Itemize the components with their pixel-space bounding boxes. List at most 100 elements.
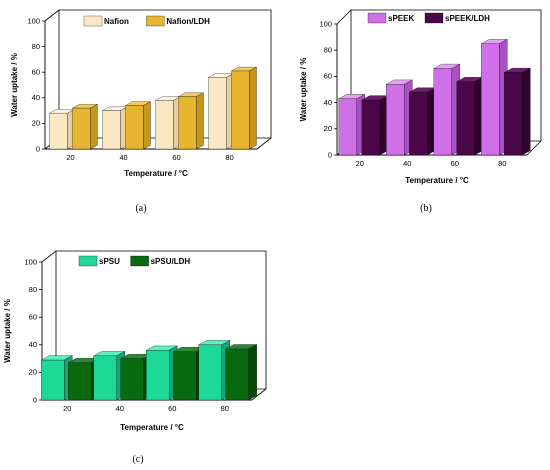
- y-tick-label: 80: [32, 42, 40, 51]
- x-tick-label: 80: [221, 404, 229, 413]
- legend-swatch-1: [367, 12, 387, 24]
- y-tick-label: 60: [29, 313, 37, 322]
- bar-speek-ldh-40: [409, 87, 436, 156]
- x-tick-label: 80: [225, 153, 233, 162]
- panel-caption: (b): [420, 203, 432, 214]
- chart-panel-1: 0 20 40 60 80 100 20 40 60 80 Temperature / °C Wate…: [10, 9, 272, 214]
- legend: Nafion Nafion/LDH: [83, 15, 210, 27]
- bar-side: [90, 103, 98, 150]
- y-tick-label: 40: [324, 98, 332, 107]
- bar-front: [41, 359, 65, 401]
- x-axis-label: Temperature / °C: [405, 176, 469, 185]
- x-tick-label: 60: [172, 153, 180, 162]
- legend-label-2: sPEEK/LDH: [445, 14, 490, 23]
- y-tick-label: 40: [32, 93, 40, 102]
- y-tick-label: 100: [319, 19, 332, 28]
- bar-nafion-80: [208, 73, 234, 150]
- x-axis-label: Temperature / °C: [124, 169, 188, 178]
- y-tick-label: 40: [29, 340, 37, 349]
- x-tick-label: 40: [119, 153, 127, 162]
- bar-front: [208, 77, 227, 150]
- legend: sPEEK sPEEK/LDH: [367, 12, 490, 24]
- x-tick-label: 20: [63, 404, 71, 413]
- bar-front: [433, 68, 452, 156]
- bar-front: [225, 348, 249, 401]
- bar-front: [386, 84, 405, 156]
- bar-spsu-20: [41, 355, 73, 401]
- x-tick-label: 40: [403, 159, 411, 168]
- bar-front: [504, 72, 523, 156]
- bar-speek-20: [338, 94, 365, 156]
- floor-right-edge: [526, 140, 542, 156]
- legend-swatch-2: [146, 15, 165, 27]
- bar-spsu-ldh-80: [225, 344, 257, 401]
- y-tick-label: 80: [324, 46, 332, 55]
- bar-speek-80: [481, 39, 508, 156]
- bar-speek-ldh-60: [456, 76, 483, 156]
- bar-speek-ldh-80: [504, 67, 531, 156]
- bar-nafion-ldh-60: [178, 92, 204, 150]
- bar-spsu-40: [93, 351, 125, 401]
- y-axis-label: Water uptake / %: [3, 299, 12, 363]
- bar-spsu-80: [198, 340, 230, 401]
- wall-top-edge: [336, 9, 352, 25]
- bar-side: [196, 92, 204, 150]
- legend-swatch-1: [83, 15, 103, 27]
- legend-label-1: sPSU: [99, 257, 120, 266]
- bar-front: [68, 362, 92, 401]
- bar-front: [456, 81, 475, 156]
- y-tick-label: 100: [27, 16, 40, 25]
- panel-caption: (a): [135, 203, 146, 214]
- chart-panel-3: 0 20 40 60 80 100 20 40 60 80 Temperature / °C Wate…: [3, 250, 267, 465]
- x-axis-label: Temperature / °C: [120, 423, 184, 432]
- bar-side: [249, 66, 257, 150]
- bar-nafion-ldh-40: [124, 101, 152, 150]
- bar-nafion-ldh-20: [72, 103, 98, 150]
- y-tick-label: 60: [324, 72, 332, 81]
- panel-caption: (c): [132, 454, 143, 465]
- legend: sPSU sPSU/LDH: [78, 255, 191, 267]
- bar-front: [481, 43, 500, 156]
- bar-speek-60: [433, 63, 460, 156]
- bar-speek-ldh-20: [361, 95, 388, 156]
- bar-front: [102, 110, 121, 150]
- x-tick-label: 20: [66, 153, 74, 162]
- x-tick-label: 80: [498, 159, 506, 168]
- y-tick-label: 0: [328, 150, 332, 159]
- y-tick-label: 20: [29, 368, 37, 377]
- bar-front: [409, 91, 428, 156]
- bar-side: [143, 101, 151, 150]
- bar-speek-40: [386, 79, 413, 156]
- bar-spsu-60: [146, 345, 178, 401]
- y-tick-label: 0: [36, 144, 40, 153]
- x-tick-label: 20: [356, 159, 364, 168]
- bar-nafion-20: [48, 109, 76, 150]
- bar-front: [120, 358, 144, 401]
- bar-front: [146, 350, 170, 401]
- bar-front: [361, 99, 380, 156]
- legend-label-1: Nafion: [104, 17, 129, 26]
- y-axis-label: Water uptake / %: [10, 53, 19, 117]
- y-tick-label: 20: [32, 119, 40, 128]
- bar-front: [173, 351, 197, 401]
- legend-label-2: sPSU/LDH: [151, 257, 191, 266]
- bar-nafion-ldh-80: [231, 66, 257, 150]
- bar-front: [198, 344, 222, 401]
- bar-front: [72, 107, 91, 150]
- x-tick-label: 40: [116, 404, 124, 413]
- y-axis-label: Water uptake / %: [299, 58, 308, 122]
- legend-label-1: sPEEK: [388, 14, 414, 23]
- wall-top-edge: [41, 250, 57, 263]
- y-tick-label: 60: [32, 68, 40, 77]
- bar-front: [231, 70, 250, 150]
- y-tick-label: 80: [29, 285, 37, 294]
- bar-nafion-40: [102, 106, 128, 150]
- chart-panel-2: 0 20 40 60 80 100 20 40 60 80 Temperature / °C Wate…: [299, 9, 542, 214]
- floor-right-edge: [251, 388, 267, 401]
- wall-top-edge: [44, 9, 60, 22]
- y-tick-label: 0: [33, 395, 37, 404]
- legend-swatch-1: [78, 255, 98, 267]
- bar-front: [93, 355, 117, 401]
- floor-right-edge: [256, 137, 272, 150]
